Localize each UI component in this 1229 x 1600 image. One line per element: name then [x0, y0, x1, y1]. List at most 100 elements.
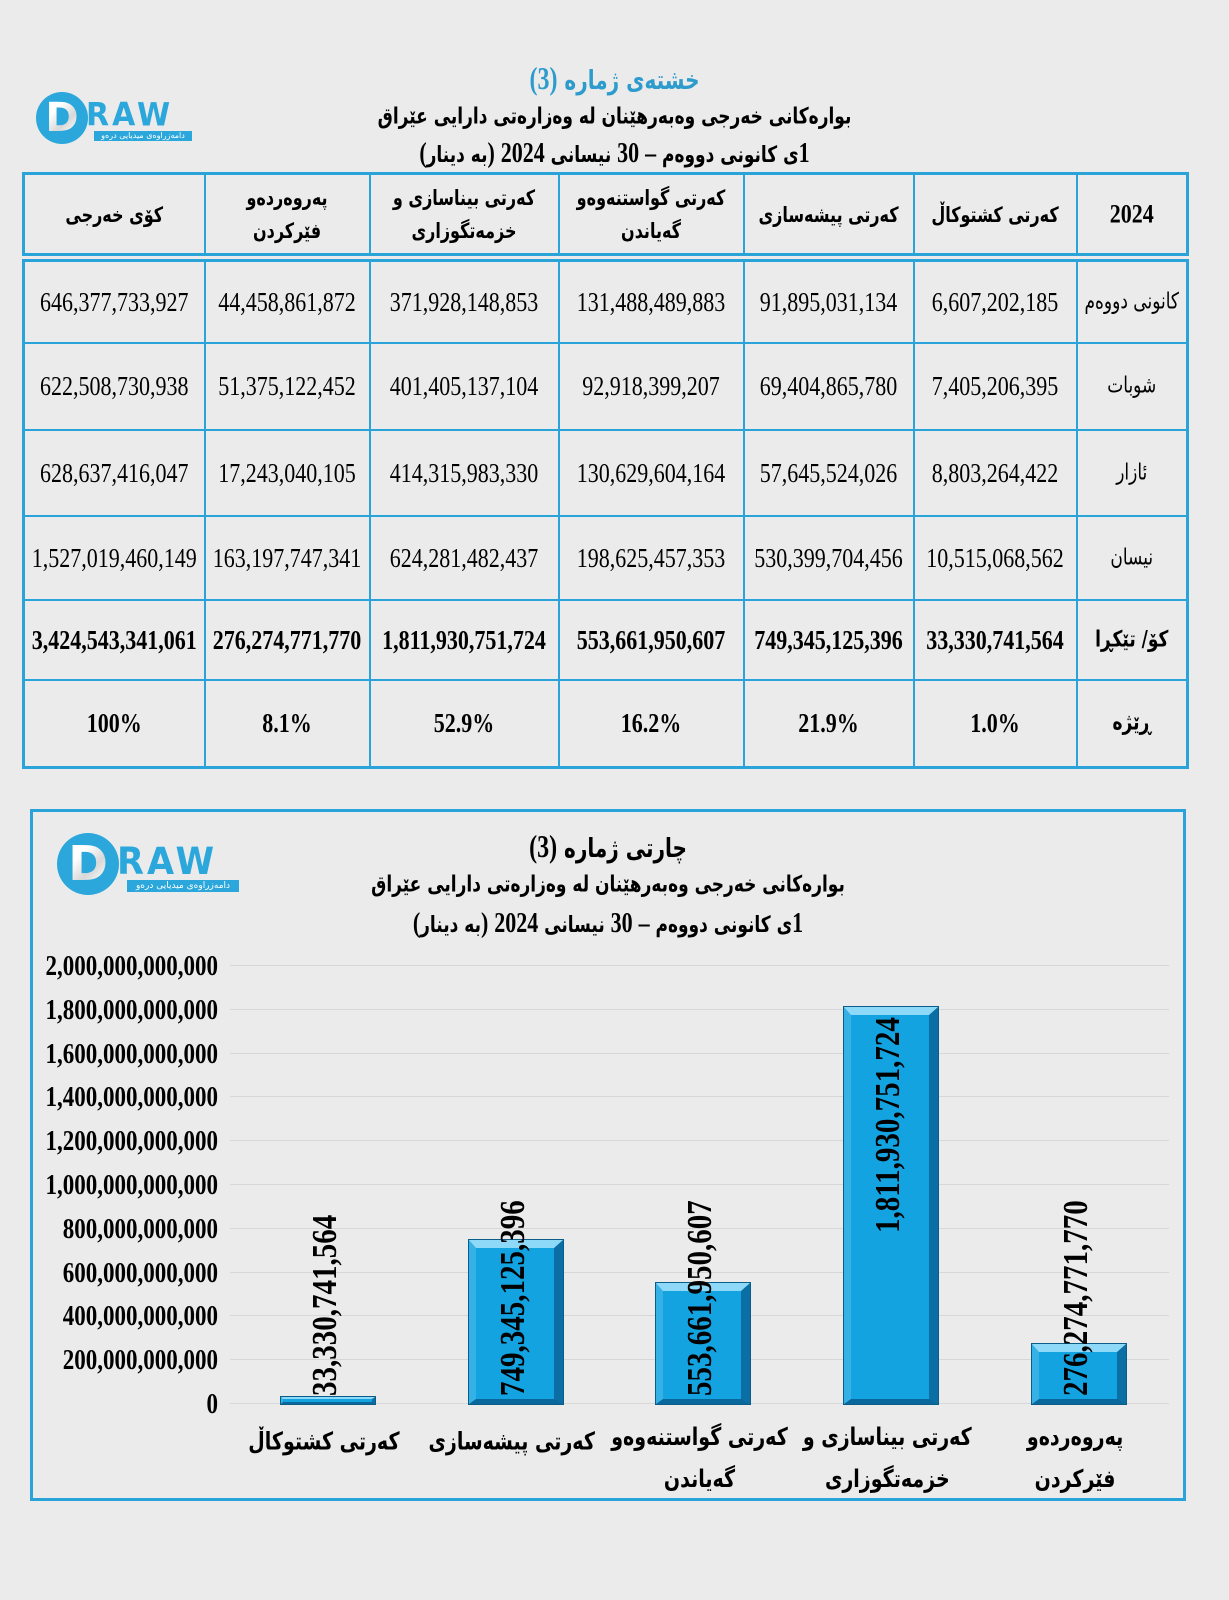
- draw-logo-tagline: دامەزراوەی میدیایی درەو: [94, 131, 192, 141]
- table-title-line1: خشتەی ژمارە (3): [529, 62, 700, 97]
- bar-slot-2: 553,661,950,607: [606, 966, 794, 1404]
- cell-value: 8.1%: [262, 707, 312, 739]
- cell-value: 51,375,122,452: [218, 369, 356, 401]
- y-tick-text-7: 1,400,000,000,000: [45, 1081, 219, 1113]
- column-header-text-3: کەرتی بیناسازی و خزمەتگوزاری: [392, 184, 536, 244]
- draw-logo-circle: D: [57, 833, 119, 895]
- y-tick-label-0: 0: [33, 1387, 219, 1419]
- column-header-0: کەرتی کشتوکاڵ: [912, 172, 1078, 262]
- bar-slot-1: 749,345,125,396: [418, 966, 606, 1404]
- draw-logo-raw: RAW: [86, 96, 174, 135]
- row-label-4: کۆ/ تێکڕا: [1075, 598, 1189, 681]
- row-label-1: شوبات: [1075, 341, 1189, 431]
- cell-r3-c4: 163,197,747,341: [203, 514, 371, 601]
- bar-3: [844, 1007, 939, 1404]
- cell-value: 414,315,983,330: [389, 456, 539, 488]
- cell-value: 33,330,741,564: [926, 623, 1064, 655]
- cell-r4-c3: 1,811,930,751,724: [368, 598, 560, 681]
- cell-r1-c2: 92,918,399,207: [557, 341, 745, 431]
- cell-r4-c2: 553,661,950,607: [557, 598, 745, 681]
- cell-r4-c4: 276,274,771,770: [203, 598, 371, 681]
- cell-r5-c3: 52.9%: [368, 678, 560, 769]
- row-label-text-3: نیسان: [1110, 544, 1154, 571]
- cell-r2-c3: 414,315,983,330: [368, 428, 560, 517]
- table-row-1: شوبات 7,405,206,395 69,404,865,780 92,918,3…: [22, 341, 1189, 431]
- table-title-block: خشتەی ژمارە (3) بوارەکانی خەرجی وەبەرهێن…: [0, 62, 1229, 173]
- cell-r4-c5: 3,424,543,341,061: [22, 598, 206, 681]
- cell-r1-c3: 401,405,137,104: [368, 341, 560, 431]
- bar-slot-0: 33,330,741,564: [230, 966, 418, 1404]
- table-head: 2024 کەرتی کشتوکاڵ کەرتی پیشەسازی کەرتی گوا…: [22, 172, 1189, 262]
- draw-logo: D RAW دامەزراوەی میدیایی درەو: [36, 92, 206, 162]
- draw-logo-tagline: دامەزراوەی میدیایی درەو: [127, 880, 239, 892]
- cell-r5-c4: 8.1%: [203, 678, 371, 769]
- gridline-3: [230, 1271, 1169, 1273]
- cell-r2-c5: 628,637,416,047: [22, 428, 206, 517]
- cell-value: 21.9%: [798, 707, 859, 739]
- cell-value: 131,488,489,883: [576, 285, 726, 317]
- cell-value: 8,803,264,422: [931, 456, 1059, 488]
- cell-value: 749,345,125,396: [754, 623, 903, 655]
- cell-r5-c0: 1.0%: [912, 678, 1078, 769]
- cell-r0-c3: 371,928,148,853: [368, 256, 560, 344]
- cell-value: 91,895,031,134: [759, 285, 898, 317]
- y-tick-text-10: 2,000,000,000,000: [45, 949, 219, 981]
- y-tick-text-3: 600,000,000,000: [62, 1256, 218, 1288]
- cell-r5-c1: 21.9%: [742, 678, 915, 769]
- cell-value: 44,458,861,872: [218, 285, 356, 317]
- x-tick-text-2: کەرتی گواستنەوەو گەیاندن: [611, 1423, 788, 1494]
- y-tick-text-6: 1,200,000,000,000: [45, 1124, 219, 1157]
- bar-value-label-3: 1,811,930,751,724: [869, 1017, 908, 1234]
- cell-value: 10,515,068,562: [926, 541, 1064, 573]
- chart-title-line1: چارتی ژمارە (3): [529, 830, 687, 865]
- column-header-text-0: کەرتی کشتوکاڵ: [931, 201, 1059, 227]
- bar-value-label-0: 33,330,741,564: [305, 1214, 345, 1396]
- cell-value: 553,661,950,607: [576, 623, 726, 655]
- cell-r2-c0: 8,803,264,422: [912, 428, 1078, 517]
- row-label-text-4: کۆ/ تێکڕا: [1095, 626, 1169, 653]
- cell-value: 52.9%: [433, 707, 495, 739]
- y-tick-label-8: 1,600,000,000,000: [33, 1037, 219, 1069]
- x-tick-text-1: کەرتی پیشەسازی: [428, 1427, 595, 1456]
- y-tick-label-1: 200,000,000,000: [33, 1345, 218, 1375]
- cell-value: 92,918,399,207: [582, 369, 720, 401]
- cell-r3-c3: 624,281,482,437: [368, 514, 560, 601]
- cell-value: 163,197,747,341: [212, 541, 362, 573]
- cell-r5-c5: 100%: [22, 678, 206, 769]
- table-row-3: نیسان 10,515,068,562 530,399,704,456 198,62…: [22, 514, 1189, 601]
- cell-value: 1,527,019,460,149: [31, 541, 197, 573]
- row-label-5: ڕێژە: [1075, 678, 1189, 769]
- draw-logo-circle: D: [36, 92, 88, 144]
- y-tick-text-4: 800,000,000,000: [62, 1212, 218, 1244]
- y-tick-text-8: 1,600,000,000,000: [45, 1037, 219, 1069]
- cell-value: 6,607,202,185: [931, 285, 1059, 317]
- cell-value: 401,405,137,104: [389, 369, 539, 401]
- draw-logo-d: D: [68, 836, 108, 892]
- row-label-text-0: کانونی دووەم: [1084, 288, 1179, 315]
- cell-r0-c5: 646,377,733,927: [22, 256, 206, 344]
- cell-r1-c0: 7,405,206,395: [912, 341, 1078, 431]
- gridline-9: [230, 1008, 1169, 1010]
- table-row-2: ئازار 8,803,264,422 57,645,524,026 130,629,…: [22, 428, 1189, 517]
- cell-value: 628,637,416,047: [40, 456, 189, 488]
- row-label-text-1: شوبات: [1107, 372, 1157, 400]
- bar-2: [656, 1282, 751, 1404]
- table-title-line2: بوارەکانی خەرجی وەبەرهێنان لە وەزارەتی د…: [377, 103, 852, 131]
- y-tick-label-7: 1,400,000,000,000: [33, 1081, 219, 1113]
- column-header-text-4: پەروەردەو فێرکردن: [246, 184, 328, 244]
- chart-title-line2: بوارەکانی خەرجی وەبەرهێنان لە وەزارەتی د…: [371, 871, 845, 899]
- draw-logo-d: D: [45, 95, 79, 141]
- table-body: کانونی دووەم 6,607,202,185 91,895,031,134 1…: [22, 256, 1189, 769]
- cell-r2-c1: 57,645,524,026: [742, 428, 915, 517]
- cell-value: 371,928,148,853: [389, 285, 539, 317]
- y-tick-text-0: 0: [206, 1387, 219, 1419]
- column-header-3: کەرتی بیناسازی و خزمەتگوزاری: [368, 172, 560, 262]
- column-header-1: کەرتی پیشەسازی: [742, 172, 915, 262]
- cell-value: 276,274,771,770: [212, 623, 362, 655]
- x-tick-text-3: کەرتی بیناسازی و خزمەتگوزاری: [802, 1423, 972, 1494]
- bar-chart-plot-area: 33,330,741,564 749,345,125,396 553,661,950…: [230, 965, 1169, 1404]
- y-tick-label-9: 1,800,000,000,000: [33, 994, 219, 1024]
- x-tick-label-4: پەروەردەو فێرکردن: [981, 1423, 1169, 1493]
- y-tick-label-3: 600,000,000,000: [33, 1256, 218, 1288]
- expenditure-table: 2024 کەرتی کشتوکاڵ کەرتی پیشەسازی کەرتی گوا…: [22, 172, 1189, 769]
